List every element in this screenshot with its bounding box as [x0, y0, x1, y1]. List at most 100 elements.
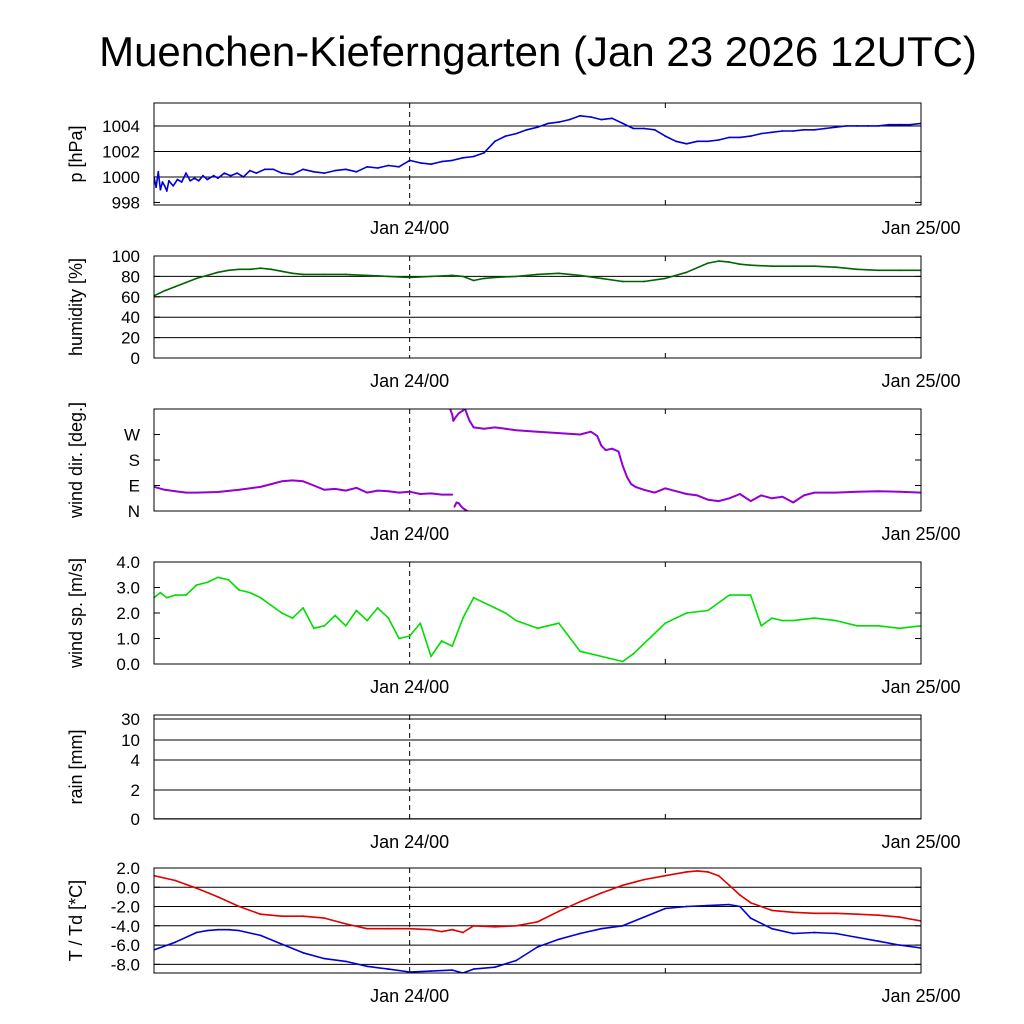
pressure-point [193, 177, 196, 180]
wind_dir-point [898, 490, 901, 493]
temperature-y-tick-label: 2.0 [116, 859, 140, 878]
wind_speed-point [355, 609, 358, 612]
wind_dir-point [802, 494, 805, 497]
humidity-point [621, 280, 624, 283]
pressure-point [172, 185, 175, 187]
wind_dir-point [717, 500, 720, 502]
pressure-point [157, 170, 160, 173]
wind_dir-point [664, 487, 667, 490]
wind_dir-point [600, 444, 603, 447]
humidity-point [515, 275, 518, 278]
pressure-point [589, 116, 592, 118]
wind_dir-point [834, 491, 837, 494]
temperature-y-tick-label: -8.0 [111, 955, 140, 974]
wind_dir-point [596, 435, 599, 437]
pressure-point [877, 125, 880, 127]
pressure-point [866, 125, 869, 127]
wind_dir-point [366, 491, 368, 494]
humidity-point [877, 269, 880, 272]
wind_dir-point [675, 490, 677, 493]
pressure-point [387, 164, 390, 167]
wind_dir-point [472, 426, 475, 429]
wind_speed-y-tick-label: 4.0 [116, 553, 140, 572]
humidity-frame [153, 255, 922, 359]
wind_dir-point [504, 427, 507, 430]
pressure-point [344, 168, 347, 171]
pressure-point [291, 173, 294, 176]
pressure-point [611, 117, 613, 120]
temperature-point [451, 969, 454, 971]
wind_dir-point [334, 488, 336, 490]
wind_dir-point [515, 429, 518, 432]
pressure-point [707, 140, 709, 143]
wind_speed-x-tick-label: Jan 24/00 [370, 677, 449, 697]
wind_dir-series-0 [154, 479, 453, 496]
pressure-x-tick-label: Jan 24/00 [370, 218, 449, 238]
wind_speed-point [707, 609, 709, 612]
humidity-point [898, 269, 901, 272]
temperature-y-tick-label: -2.0 [111, 898, 140, 917]
pressure-point [834, 126, 837, 129]
humidity-point [366, 274, 368, 277]
temperature-point [600, 927, 603, 930]
temperature-point [238, 929, 241, 932]
wind_speed-point [749, 594, 752, 596]
wind_dir-point [419, 493, 422, 495]
wind_dir-point [387, 490, 390, 493]
pressure-point [813, 128, 816, 131]
wind_speed-point [685, 612, 688, 614]
humidity-point [387, 275, 390, 278]
pressure-point [159, 188, 162, 191]
temperature-point [707, 871, 709, 873]
wind_dir-point [376, 489, 379, 492]
temperature-point [707, 904, 709, 907]
humidity-point [344, 273, 347, 276]
wind_speed-point [206, 581, 209, 584]
temperature-point [771, 909, 773, 912]
temperature-point [515, 959, 518, 962]
pressure-point [888, 123, 890, 126]
wind_dir-point [536, 430, 539, 433]
wind_speed-point [238, 589, 241, 591]
humidity-y-tick-label: 40 [121, 308, 140, 327]
wind_dir-point [280, 480, 283, 483]
humidity-point [771, 265, 773, 268]
pressure-point [312, 170, 315, 173]
wind_dir-point [781, 495, 784, 498]
wind_dir-point [163, 488, 166, 491]
temperature-point [579, 932, 581, 935]
pressure-point [323, 172, 326, 175]
pressure-point [621, 122, 624, 125]
pressure-point [579, 114, 581, 117]
wind_speed-point [398, 637, 400, 640]
wind_dir-point [468, 419, 471, 422]
wind_speed-point [227, 579, 230, 581]
wind_speed-point [728, 594, 731, 596]
temperature-point [685, 905, 688, 908]
wind_dir-point [462, 507, 464, 510]
humidity-point [195, 277, 198, 280]
humidity-point [163, 289, 166, 292]
wind_speed-point [557, 622, 560, 625]
temperature-point [366, 927, 368, 930]
wind_dir-point [494, 426, 496, 429]
wind_dir-point [408, 490, 411, 493]
temperature-y-axis-label: T / Td [*C] [66, 880, 86, 961]
humidity-point [302, 273, 304, 276]
pressure-point [366, 165, 368, 168]
temperature-point [621, 884, 624, 887]
temperature-point [323, 917, 326, 919]
humidity-point [717, 260, 720, 262]
temperature-point [451, 928, 454, 931]
temperature-point [217, 896, 219, 898]
pressure-point [155, 186, 158, 189]
wind_dir-point [430, 492, 432, 495]
wind_dir-point [626, 476, 628, 478]
pressure-point [557, 121, 560, 123]
pressure-point [771, 131, 773, 134]
temperature-point [834, 932, 837, 935]
wind_speed-point [504, 612, 507, 614]
temperature-point [856, 936, 858, 939]
wind_dir-point [312, 484, 315, 487]
wind_speed-point [877, 624, 880, 627]
